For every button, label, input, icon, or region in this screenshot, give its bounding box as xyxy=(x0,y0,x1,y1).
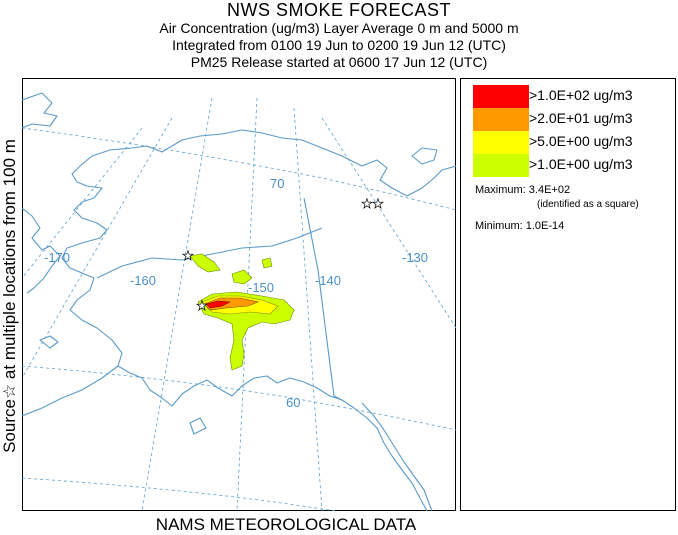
concentration-subtitle: Air Concentration (ug/m3) Layer Average … xyxy=(159,20,519,36)
minimum-value: Minimum: 1.0E-14 xyxy=(475,220,565,232)
canadian-island xyxy=(411,147,438,165)
release-info: PM25 Release started at 0600 17 Jun 12 (… xyxy=(190,54,488,70)
meteorological-data-label: NAMS METEOROLOGICAL DATA xyxy=(155,515,417,534)
plume-center-patch xyxy=(231,269,253,285)
longitude-line-140 xyxy=(293,107,323,511)
source-markers: ★ ★ ★ ★ xyxy=(182,197,384,315)
latitude-line-60 xyxy=(22,365,456,431)
maximum-note: (identified as a square) xyxy=(537,199,639,210)
source-star-icon: ★ xyxy=(196,299,208,314)
legend-swatch-20 xyxy=(473,108,529,131)
legend-panel: >1.0E+02 ug/m3 >2.0E+01 ug/m3 >5.0E+00 u… xyxy=(460,78,676,511)
yukon-river xyxy=(96,227,323,279)
aleutian-chain xyxy=(22,365,119,417)
plume-red-core xyxy=(205,300,231,309)
bc-coast xyxy=(361,402,433,511)
alaska-panhandle xyxy=(341,399,428,511)
legend-row-1: >1.0E+00 ug/m3 xyxy=(473,154,673,177)
source-star-icon: ★ xyxy=(361,197,373,212)
lat-label-60: 60 xyxy=(286,395,300,410)
smoke-map: ★ ★ ★ ★ -170 -160 -150 -140 -130 70 60 xyxy=(22,78,456,511)
lon-label-160: -160 xyxy=(130,273,156,288)
maximum-value: Maximum: 3.4E+02 xyxy=(475,184,571,196)
legend-label-100: >1.0E+02 ug/m3 xyxy=(529,87,633,103)
longitude-line-160 xyxy=(141,97,213,511)
legend-label-1: >1.0E+00 ug/m3 xyxy=(529,156,633,172)
source-label-text: Source☆ at multiple locations from 100 m xyxy=(0,139,19,453)
lat-label-70: 70 xyxy=(270,176,284,191)
canadian-arctic-coast xyxy=(406,165,456,197)
integration-period: Integrated from 0100 19 Jun to 0200 19 J… xyxy=(172,37,506,53)
kodiak-island xyxy=(189,417,207,435)
legend-swatch-100 xyxy=(473,85,529,108)
russian-coast xyxy=(22,207,61,294)
legend-row-20: >2.0E+01 ug/m3 xyxy=(473,108,673,131)
lon-label-150: -150 xyxy=(248,280,274,295)
alaska-west-coast xyxy=(79,129,408,197)
legend-swatch-5 xyxy=(473,131,529,154)
legend-swatch-1 xyxy=(473,154,529,177)
coastlines xyxy=(22,92,456,511)
lon-label-170: -170 xyxy=(44,250,70,265)
longitude-line-180 xyxy=(22,127,143,279)
latitude-line-50 xyxy=(22,477,339,511)
latitude-line-70 xyxy=(22,127,456,211)
longitude-line-170 xyxy=(22,117,173,379)
plume-north-patch xyxy=(189,253,221,273)
legend-row-100: >1.0E+02 ug/m3 xyxy=(473,85,673,108)
chukotka-coast xyxy=(22,92,58,129)
source-star-icon: ★ xyxy=(372,197,384,212)
legend-label-5: >5.0E+00 ug/m3 xyxy=(529,133,633,149)
alaska-southwest-coast xyxy=(96,327,343,407)
forecast-title: NWS SMOKE FORECAST xyxy=(226,0,451,20)
source-star-icon: ★ xyxy=(182,249,194,264)
smoke-plume xyxy=(189,253,295,371)
latitude-lines xyxy=(22,127,456,511)
legend-label-20: >2.0E+01 ug/m3 xyxy=(529,110,633,126)
legend-row-5: >5.0E+00 ug/m3 xyxy=(473,131,673,154)
plume-small-patch xyxy=(261,257,273,269)
graticule-labels: -170 -160 -150 -140 -130 70 60 xyxy=(44,176,428,410)
st-lawrence-island xyxy=(39,335,59,349)
lon-label-130: -130 xyxy=(402,250,428,265)
lon-label-140: -140 xyxy=(315,273,341,288)
seward-peninsula xyxy=(61,165,108,329)
alaska-canada-border xyxy=(303,197,343,401)
